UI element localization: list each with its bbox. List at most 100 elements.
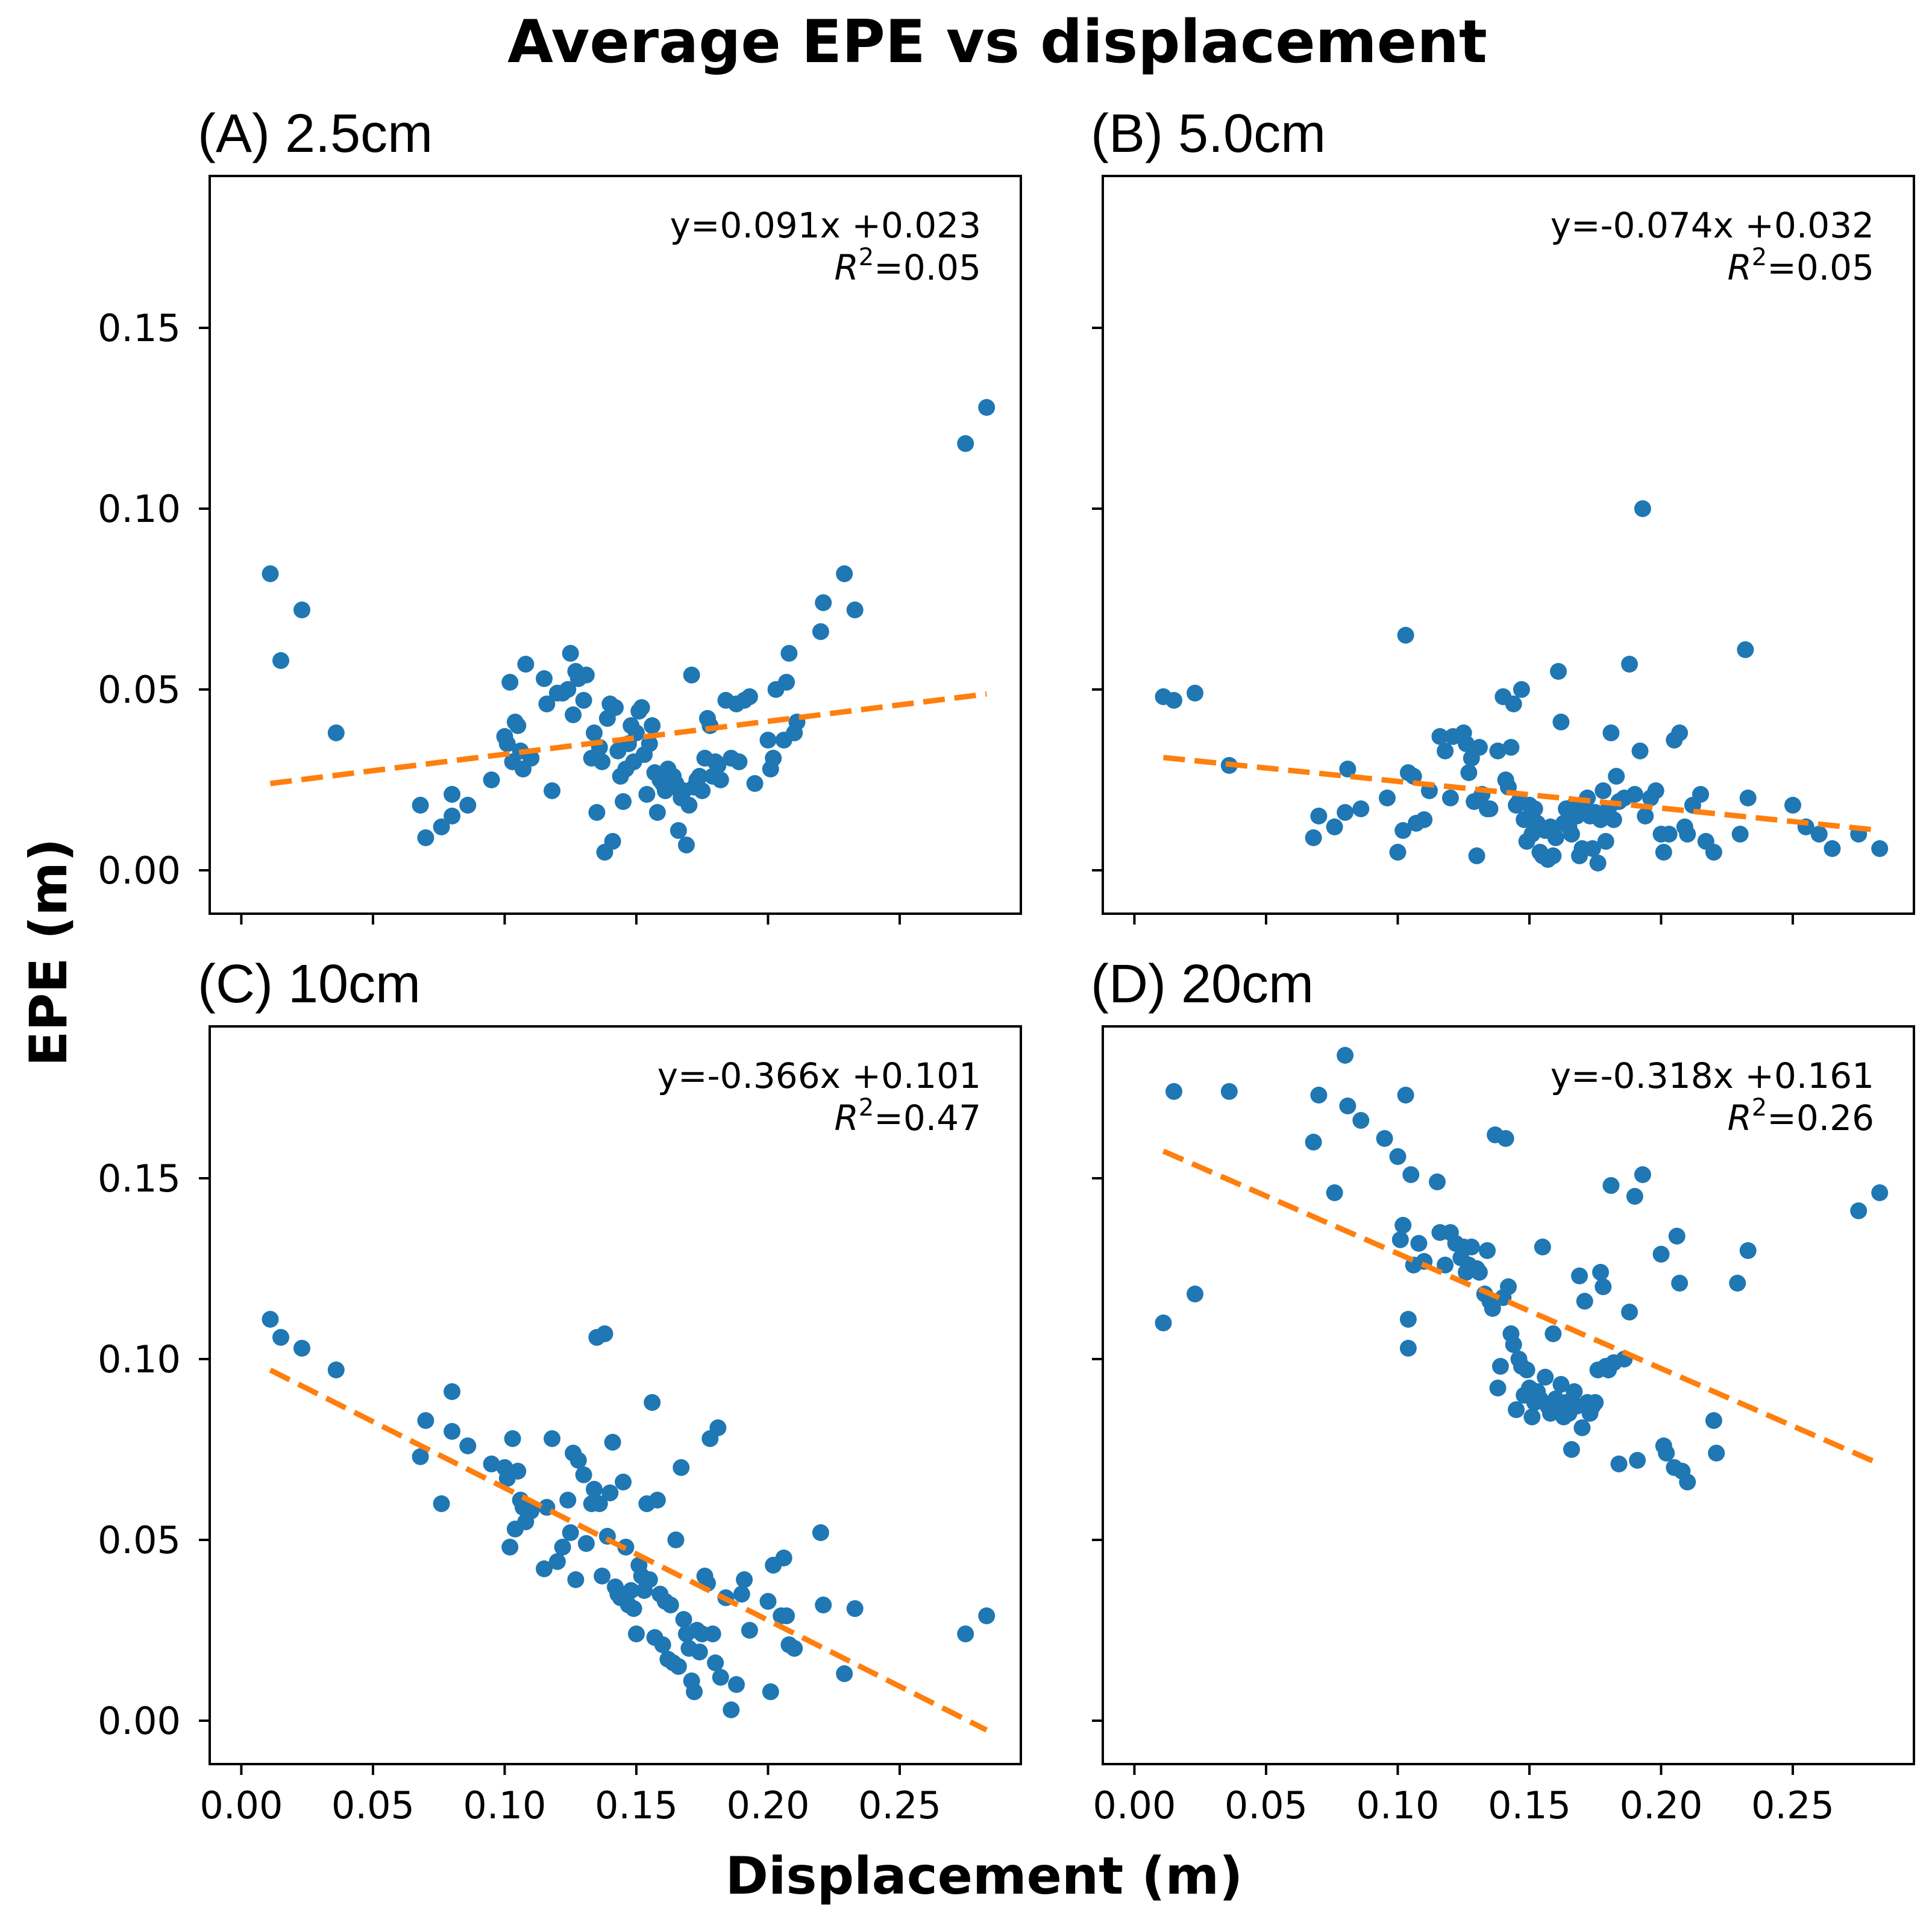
panel-b-r-squared: R2=0.05 (1727, 243, 1874, 288)
data-point (691, 768, 708, 785)
x-tick-label: 0.00 (1093, 1783, 1176, 1827)
panel-c-points (262, 1311, 996, 1718)
data-point (1610, 1456, 1628, 1472)
data-point (433, 818, 450, 835)
data-point (596, 1325, 613, 1342)
data-point (594, 753, 611, 770)
data-point (625, 1600, 642, 1617)
data-point (1410, 1235, 1428, 1252)
data-point (1397, 1087, 1414, 1104)
data-point (1326, 818, 1343, 835)
data-point (1326, 1184, 1343, 1201)
data-point (667, 1531, 685, 1548)
data-point (1505, 696, 1522, 712)
data-point (1871, 1184, 1889, 1201)
data-point (1526, 800, 1543, 817)
y-axis-label: EPE (m) (19, 838, 79, 1067)
data-point (736, 1571, 753, 1588)
x-tick-label: 0.10 (463, 1783, 546, 1827)
data-point (1671, 724, 1689, 741)
data-point (586, 724, 603, 741)
data-point (1489, 1380, 1507, 1396)
data-point (569, 1452, 587, 1469)
data-point (1305, 829, 1322, 846)
data-point (694, 782, 711, 799)
data-point (836, 565, 853, 582)
data-point (1573, 1419, 1591, 1436)
data-point (459, 797, 477, 814)
data-point (1634, 500, 1651, 517)
data-point (604, 833, 621, 850)
data-point (1165, 692, 1182, 709)
x-tick-label: 0.00 (199, 1783, 283, 1827)
data-point (778, 1607, 795, 1624)
data-point (1394, 1217, 1412, 1234)
data-point (675, 1611, 692, 1628)
data-point (459, 1437, 477, 1454)
data-point (1602, 1177, 1620, 1194)
panel-a-title: (A) 2.5cm (198, 104, 433, 164)
data-point (662, 1597, 679, 1613)
x-tick-label: 0.15 (595, 1783, 678, 1827)
data-point (1394, 822, 1412, 839)
data-point (1376, 1130, 1393, 1147)
data-point (680, 797, 698, 814)
panels: (A) 2.5cm 0.00 0.05 0.10 0.15 y=0.091x +0.023… (98, 104, 1915, 1827)
data-point (1518, 1361, 1535, 1378)
data-point (686, 1683, 703, 1700)
data-point (728, 1676, 745, 1693)
data-point (591, 1495, 608, 1512)
data-point (709, 757, 727, 774)
data-point (1850, 1202, 1868, 1219)
data-point (1458, 735, 1475, 752)
panel-a-points (262, 399, 996, 861)
data-point (1626, 1188, 1643, 1205)
panel-a: (A) 2.5cm 0.00 0.05 0.10 0.15 y=0.091x +0.023… (98, 104, 1022, 925)
data-point (509, 717, 527, 734)
data-point (1660, 826, 1678, 843)
data-point (654, 1636, 671, 1653)
data-point (554, 1539, 571, 1556)
y-tick-label: 0.05 (98, 1518, 181, 1562)
data-point (501, 1539, 519, 1556)
data-point (670, 822, 687, 839)
data-point (1597, 833, 1614, 850)
data-point (978, 399, 996, 416)
data-point (1608, 768, 1625, 785)
data-point (815, 1597, 832, 1613)
data-point (1389, 1148, 1407, 1165)
data-point (1397, 627, 1414, 644)
data-point (1516, 811, 1533, 828)
data-point (1637, 808, 1654, 824)
data-point (762, 1683, 779, 1700)
data-point (1576, 1293, 1593, 1310)
data-point (1470, 739, 1488, 756)
data-point (412, 1448, 429, 1465)
panel-d-title: (D) 20cm (1091, 954, 1314, 1014)
data-point (712, 1669, 729, 1686)
r-squared-exponent: 2 (1752, 243, 1767, 271)
data-point (577, 1535, 595, 1552)
data-point (1402, 1166, 1420, 1183)
data-point (272, 1329, 289, 1346)
data-point (678, 837, 695, 853)
y-tick-label: 0.10 (98, 1337, 181, 1381)
data-point (272, 652, 289, 669)
panel-d-r-squared: R2=0.26 (1727, 1094, 1874, 1138)
data-point (559, 681, 577, 698)
panel-c-equation: y=-0.366x +0.101 (657, 1055, 981, 1096)
data-point (648, 1492, 666, 1509)
y-tick-label: 0.05 (98, 668, 181, 712)
data-point (957, 1625, 974, 1642)
data-point (759, 1593, 777, 1610)
data-point (1497, 1130, 1514, 1147)
data-point (957, 435, 974, 452)
data-point (615, 793, 632, 810)
data-point (1399, 1311, 1417, 1328)
data-point (1708, 1445, 1725, 1462)
data-point (759, 732, 777, 749)
data-point (536, 670, 553, 687)
data-point (1629, 1452, 1646, 1469)
data-point (1429, 1173, 1446, 1190)
